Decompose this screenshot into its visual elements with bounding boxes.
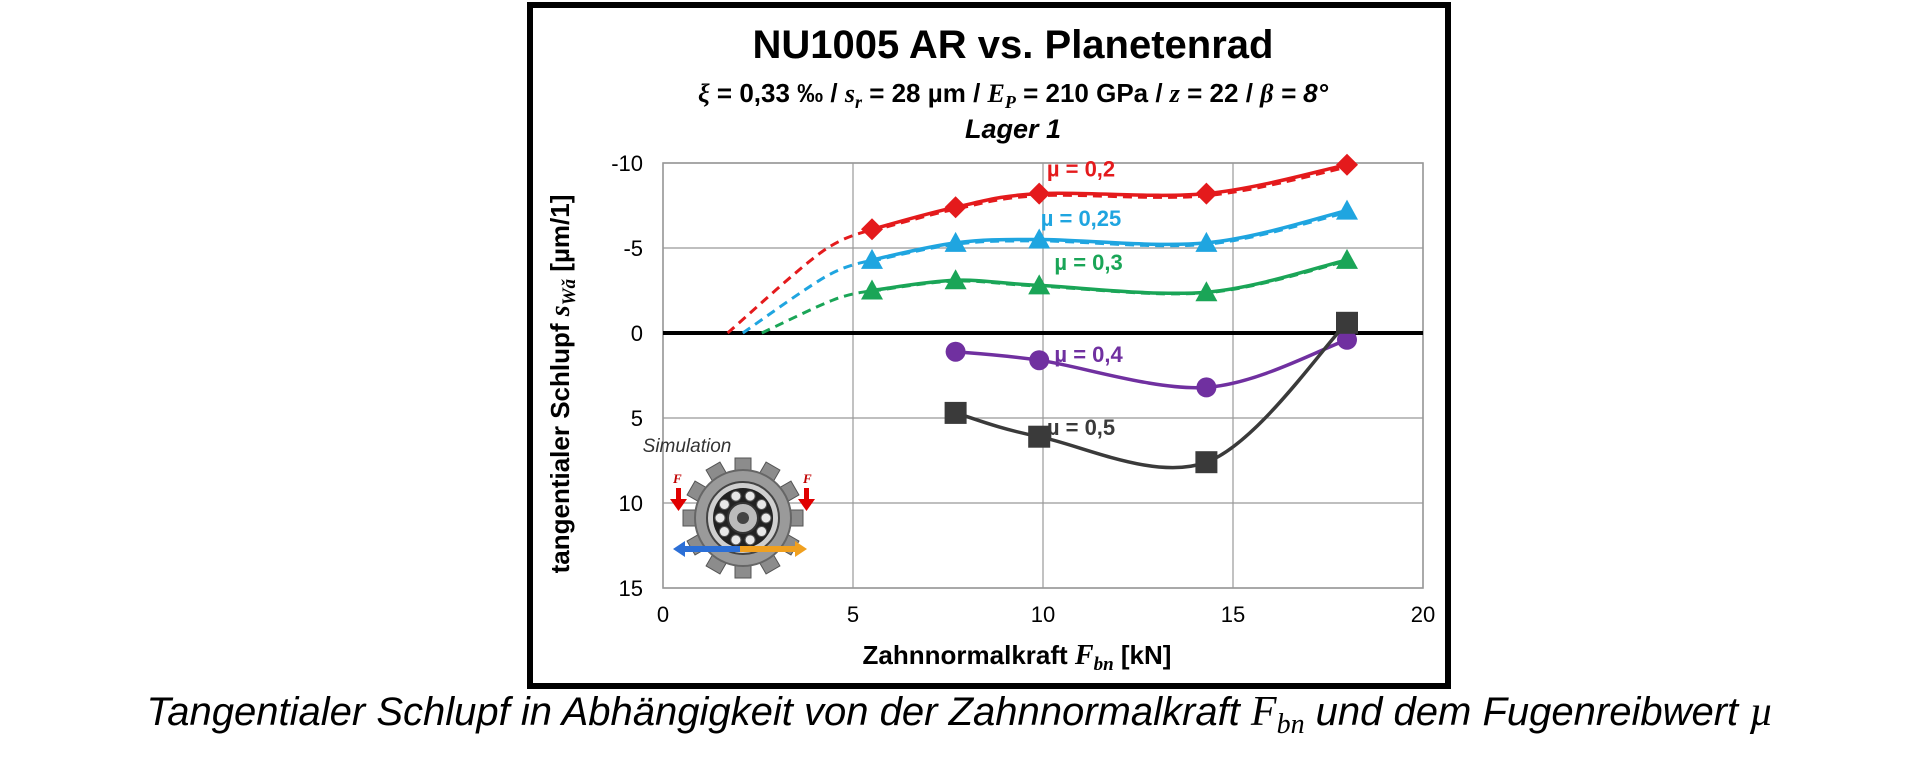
data-point: [1029, 350, 1050, 371]
subtitle-e-value: = 210 GPa /: [1016, 78, 1170, 108]
slip-arrows: [673, 541, 807, 557]
data-point: [1336, 153, 1358, 176]
subtitle-beta-value: = 8°: [1273, 78, 1328, 108]
chart-subtitle: ξ = 0,33 ‰ / sr = 28 µm / EP = 210 GPa /…: [698, 78, 1329, 112]
subtitle-z-value: = 22 /: [1180, 78, 1260, 108]
series-extrapolation: [741, 258, 873, 335]
x-tick-label: 10: [1031, 602, 1055, 627]
subtitle-e-sub: P: [1004, 92, 1017, 112]
chart-frame: NU1005 AR vs. Planetenrad ξ = 0,33 ‰ / s…: [527, 2, 1451, 689]
tick-labels: 0 5 10 15 20 -10 -5 0 5 10 15: [611, 151, 1435, 627]
subtitle-s: s: [844, 79, 855, 108]
gear-bearing-icon: [682, 457, 804, 579]
data-point: [944, 231, 967, 252]
chart-title: NU1005 AR vs. Planetenrad: [753, 23, 1274, 67]
y-tick-label: 15: [619, 576, 643, 601]
grid: [662, 162, 1424, 589]
figure-caption: Tangentialer Schlupf in Abhängigkeit von…: [146, 689, 1774, 740]
series-1: µ = 0,2: [726, 153, 1358, 335]
y-tick-label: 5: [631, 406, 643, 431]
series-line: [871, 258, 1348, 296]
y-tick-label: 0: [631, 321, 643, 346]
data-point: [1336, 248, 1358, 269]
y-tick-label: -10: [611, 151, 643, 176]
data-point: [1336, 199, 1358, 220]
series-5: µ = 0,5: [944, 311, 1358, 474]
data-point: [1337, 329, 1357, 350]
data-point: [944, 269, 967, 290]
data-point: [944, 401, 967, 424]
data-point: [1195, 281, 1218, 302]
series-line: [955, 338, 1348, 390]
svg-text:F: F: [672, 471, 682, 486]
data-point: [861, 248, 883, 269]
x-axis-label: Zahnnormalkraft Fbn [kN]: [863, 640, 1172, 675]
subtitle-z: z: [1169, 79, 1181, 108]
series-4: µ = 0,4: [945, 329, 1357, 398]
data-point: [1196, 377, 1217, 398]
subtitle-sep: /: [830, 78, 844, 108]
series-3: µ = 0,3: [761, 248, 1358, 335]
series-line: [871, 162, 1348, 231]
plot-area: µ = 0,2 µ = 0,25 µ = 0,3 µ = 0,4 µ = 0,5: [726, 153, 1358, 474]
data-point: [1028, 274, 1051, 295]
simulation-label: Simulation: [643, 436, 732, 457]
series-label: µ = 0,4: [1054, 342, 1123, 367]
series-extrapolation: [726, 227, 873, 335]
force-arrow-left: F: [670, 471, 687, 511]
data-point: [945, 341, 966, 362]
y-tick-label: 10: [619, 491, 643, 516]
x-tick-label: 5: [847, 602, 859, 627]
series-label: µ = 0,5: [1047, 415, 1115, 440]
y-tick-label: -5: [623, 236, 643, 261]
series-label: µ = 0,3: [1054, 250, 1122, 275]
subtitle-beta: β: [1259, 79, 1274, 108]
series-label: µ = 0,25: [1041, 206, 1122, 231]
data-point: [944, 196, 967, 219]
x-tick-label: 20: [1411, 602, 1435, 627]
series-extrapolation: [761, 289, 873, 335]
x-tick-label: 0: [657, 602, 669, 627]
data-point: [861, 218, 883, 241]
data-point: [1028, 182, 1051, 205]
data-point: [1195, 231, 1218, 252]
x-tick-label: 15: [1221, 602, 1245, 627]
series-label: µ = 0,2: [1047, 157, 1115, 182]
subtitle-xi-value: = 0,33 ‰: [710, 78, 831, 108]
data-point: [1028, 425, 1051, 448]
svg-text:F: F: [802, 471, 812, 486]
subtitle-e: E: [987, 79, 1005, 108]
simulation-inset: Simulation F F: [643, 436, 815, 579]
data-point: [1028, 228, 1051, 249]
series-line: [955, 321, 1349, 470]
chart: NU1005 AR vs. Planetenrad ξ = 0,33 ‰ / s…: [545, 23, 1435, 675]
data-point: [1336, 311, 1358, 334]
chart-subtitle-2: Lager 1: [965, 114, 1061, 144]
data-point: [1195, 451, 1218, 474]
data-point: [861, 279, 883, 300]
subtitle-s-value: = 28 µm /: [862, 78, 988, 108]
subtitle-xi: ξ: [698, 79, 710, 108]
y-axis-label: tangentialer Schlupf sWǎ [µm/1]: [545, 195, 580, 574]
series-2: µ = 0,25: [741, 199, 1358, 335]
subtitle-s-sub: r: [855, 92, 863, 112]
force-arrow-right: F: [798, 471, 815, 511]
series-line: [871, 208, 1348, 262]
data-point: [1195, 182, 1218, 205]
